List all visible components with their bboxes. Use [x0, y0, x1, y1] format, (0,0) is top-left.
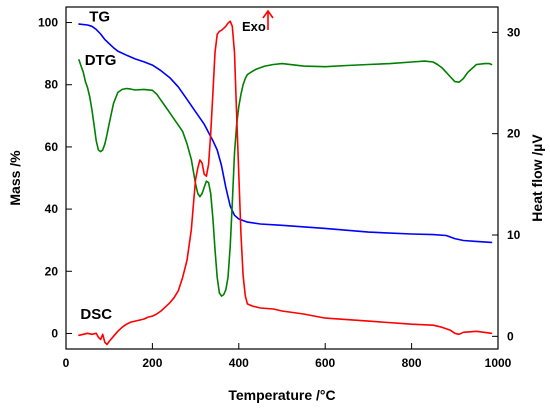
right-tick-label: 10 — [507, 228, 521, 242]
right-axis-title: Heat flow /µV — [529, 134, 545, 222]
left-tick-label: 40 — [45, 202, 59, 216]
x-tick-label: 400 — [229, 356, 249, 370]
left-tick-label: 20 — [45, 264, 59, 278]
x-axis-title: Temperature /°C — [228, 387, 335, 403]
series-label-tg: TG — [89, 8, 110, 25]
left-tick-label: 80 — [45, 78, 59, 92]
series-label-dsc: DSC — [80, 306, 112, 323]
left-axis-ticks: 0 20 40 60 80 100 — [38, 16, 72, 340]
right-tick-label: 30 — [507, 25, 521, 39]
series-line-tg — [78, 23, 493, 244]
left-axis-title: Mass /% — [7, 150, 23, 206]
plot-frame — [65, 6, 499, 350]
left-tick-label: 100 — [38, 16, 58, 30]
left-tick-label: 0 — [51, 326, 58, 340]
x-tick-label: 800 — [402, 356, 422, 370]
right-tick-label: 0 — [507, 329, 514, 343]
exo-arrow-icon — [262, 9, 274, 30]
x-tick-label: 200 — [142, 356, 162, 370]
series-line-dsc — [78, 20, 493, 346]
series-lines — [78, 20, 493, 346]
right-tick-label: 20 — [507, 127, 521, 141]
x-axis-ticks: 0 200 400 600 800 1000 — [63, 343, 512, 370]
exo-label: Exo — [242, 19, 266, 34]
series-labels: TG DTG DSC — [80, 8, 116, 323]
x-tick-label: 1000 — [485, 356, 512, 370]
series-label-dtg: DTG — [85, 52, 117, 69]
left-tick-label: 60 — [45, 140, 59, 154]
x-tick-label: 0 — [63, 356, 70, 370]
x-tick-label: 600 — [315, 356, 335, 370]
right-axis-ticks: 0 10 20 30 — [492, 25, 521, 343]
series-line-dtg — [78, 59, 493, 297]
